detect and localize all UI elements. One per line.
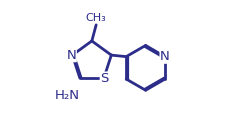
Text: H₂N: H₂N: [54, 89, 79, 102]
Text: CH₃: CH₃: [86, 13, 107, 23]
Text: N: N: [66, 49, 76, 62]
Text: S: S: [100, 72, 109, 85]
Text: N: N: [160, 50, 170, 63]
